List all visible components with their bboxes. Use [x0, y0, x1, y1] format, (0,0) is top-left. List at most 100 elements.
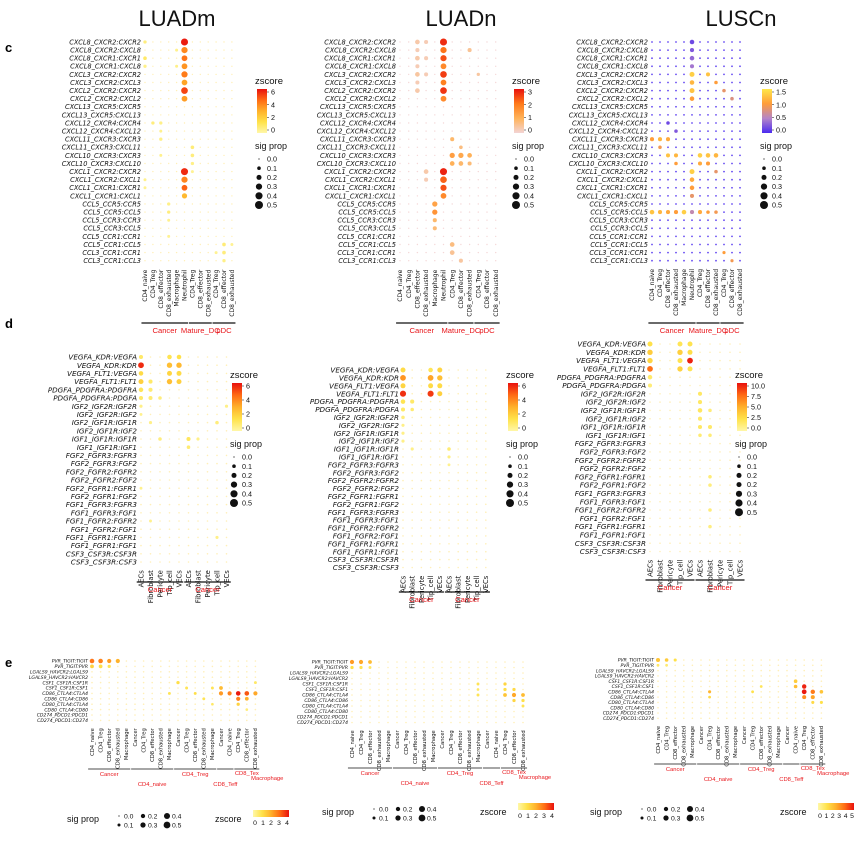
data-dot	[206, 479, 209, 481]
data-dot	[215, 57, 217, 59]
data-dot	[486, 666, 488, 669]
legend-size-label: 0.2	[242, 471, 252, 480]
row-label: FGF1_FGFR1:FGF1	[333, 547, 399, 556]
colorbar-tick-label: 0.0	[776, 126, 786, 135]
data-dot	[220, 714, 222, 716]
data-dot	[649, 209, 655, 215]
data-dot	[151, 687, 153, 689]
data-dot	[206, 512, 209, 514]
data-dot	[777, 691, 780, 693]
row-label: CXCL11_CXCR3:CXCR3	[65, 136, 141, 144]
data-dot	[495, 106, 497, 108]
data-dot	[699, 368, 701, 370]
data-dot	[743, 680, 745, 682]
data-dot	[215, 114, 217, 116]
data-dot	[191, 65, 194, 68]
column-label: CD8_exhausted	[682, 726, 688, 767]
data-dot	[466, 377, 469, 379]
data-dot	[152, 130, 154, 132]
data-dot	[460, 130, 462, 132]
data-dot	[108, 708, 110, 711]
data-dot	[206, 528, 209, 530]
row-label: VEGFA_KDR:KDR	[77, 361, 137, 370]
row-label: CXCL11_CXCR3:CXCL11	[62, 144, 141, 152]
data-dot	[731, 73, 733, 76]
column-label: Cancer	[699, 725, 705, 744]
data-dot	[669, 525, 671, 528]
data-dot	[134, 681, 136, 684]
data-dot	[420, 519, 423, 521]
data-dot	[679, 542, 681, 544]
data-dot	[402, 503, 404, 506]
data-dot	[667, 235, 669, 238]
data-dot	[450, 672, 452, 674]
row-label: CSF3_CSF3R:CSF3R	[575, 539, 646, 548]
data-dot	[175, 162, 178, 165]
data-dot	[689, 193, 695, 198]
column-label: CD8_exhausted	[202, 728, 208, 769]
data-dot	[739, 542, 741, 544]
data-dot	[152, 138, 154, 140]
legend-size-label: 0.1	[747, 462, 757, 471]
data-dot	[689, 409, 691, 412]
data-dot	[700, 706, 702, 709]
data-dot	[168, 187, 170, 189]
data-dot	[667, 73, 669, 76]
data-dot	[723, 211, 725, 214]
data-dot	[477, 154, 479, 157]
legend-size-dot	[735, 499, 743, 507]
data-dot	[468, 106, 471, 108]
data-dot	[91, 692, 93, 695]
data-dot	[429, 456, 432, 458]
data-dot	[651, 259, 653, 262]
data-dot	[699, 97, 701, 100]
data-dot	[187, 520, 190, 522]
data-dot	[803, 706, 805, 709]
data-dot	[709, 500, 711, 503]
row-label: VEGFA_FLT1:VEGFA	[576, 356, 646, 365]
data-dot	[743, 696, 745, 698]
data-dot	[707, 122, 709, 124]
data-dot	[439, 535, 441, 537]
data-dot	[659, 259, 661, 262]
data-dot	[734, 712, 737, 714]
data-dot	[651, 219, 653, 222]
data-dot	[689, 542, 691, 544]
data-dot	[231, 195, 233, 197]
data-dot	[149, 430, 152, 432]
data-dot	[731, 114, 733, 116]
data-dot	[144, 154, 146, 157]
data-dot	[197, 471, 199, 473]
data-dot	[803, 680, 805, 682]
data-dot	[459, 145, 463, 150]
data-dot	[206, 536, 209, 539]
data-dot	[651, 89, 653, 92]
colorbar-tick-label: 2	[269, 820, 273, 827]
legend-size-label: 0.5	[242, 499, 252, 508]
data-dot	[649, 492, 651, 495]
data-dot	[475, 448, 478, 450]
data-dot	[726, 675, 728, 677]
data-dot	[207, 211, 209, 213]
data-dot	[428, 367, 433, 373]
data-dot	[651, 162, 653, 165]
data-dot	[187, 430, 190, 432]
row-label: VEGFA_FLT1:FLT1	[74, 377, 137, 386]
data-dot	[448, 558, 450, 561]
data-dot	[160, 243, 162, 246]
row-label: FGF1_FGFR1:FGF1	[71, 541, 137, 550]
column-label: CD8_exhausted	[253, 728, 259, 769]
data-dot	[187, 397, 190, 399]
data-dot	[485, 385, 487, 387]
data-dot	[144, 146, 146, 148]
data-dot	[415, 88, 420, 93]
data-dot	[659, 89, 661, 92]
data-dot	[416, 260, 419, 262]
data-dot	[149, 561, 152, 563]
data-dot	[215, 179, 217, 181]
data-dot	[457, 519, 460, 521]
data-dot	[675, 138, 677, 141]
legend-size-dot	[140, 813, 146, 819]
legend-size-label: 0.2	[518, 471, 528, 480]
data-dot	[700, 696, 702, 698]
